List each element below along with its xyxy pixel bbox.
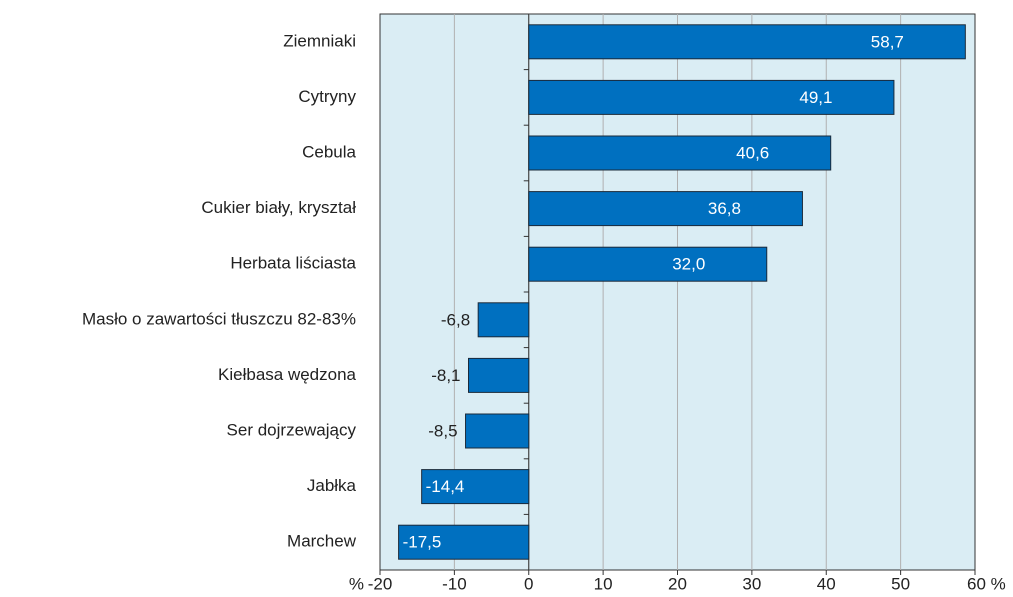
bar — [398, 524, 530, 560]
x-tick-label: -10 — [442, 574, 467, 593]
data-label: 49,1 — [799, 88, 832, 107]
x-tick-label: 20 — [668, 574, 687, 593]
data-label: 58,7 — [871, 32, 904, 51]
x-tick-label: -20 — [368, 574, 393, 593]
y-tick-label: Kiełbasa wędzona — [218, 365, 357, 384]
x-tick-label: 0 — [524, 574, 533, 593]
y-tick-label: Masło o zawartości tłuszczu 82-83% — [82, 309, 356, 328]
y-tick-label: Ziemniaki — [283, 31, 356, 50]
bar — [528, 191, 803, 227]
bar — [528, 135, 832, 171]
x-tick-label: 60 % — [967, 574, 1006, 593]
y-tick-label: Cukier biały, kryształ — [201, 198, 356, 217]
y-tick-label: Ser dojrzewający — [227, 420, 357, 439]
y-tick-label: Cytryny — [298, 87, 356, 106]
data-label: 36,8 — [708, 199, 741, 218]
bar — [421, 469, 530, 505]
x-tick-label: 30 — [742, 574, 761, 593]
bar — [477, 302, 530, 338]
data-label: -8,1 — [431, 366, 460, 385]
bar — [528, 24, 966, 60]
x-tick-label: 10 — [594, 574, 613, 593]
y-tick-label: Cebula — [302, 142, 356, 161]
x-axis-label: % — [349, 574, 364, 593]
bar — [465, 413, 530, 449]
bar — [528, 79, 895, 115]
data-label: 32,0 — [672, 255, 705, 274]
data-label: -6,8 — [441, 310, 470, 329]
data-label: -14,4 — [426, 477, 465, 496]
data-label: -17,5 — [403, 533, 442, 552]
y-tick-label: Herbata liściasta — [230, 254, 356, 273]
x-tick-label: 40 — [817, 574, 836, 593]
y-tick-label: Jabłka — [307, 476, 357, 495]
bar — [468, 357, 530, 393]
y-tick-label: Marchew — [287, 532, 357, 551]
bar — [528, 246, 768, 282]
x-tick-label: 50 — [891, 574, 910, 593]
data-label: 40,6 — [736, 143, 769, 162]
data-label: -8,5 — [428, 421, 457, 440]
